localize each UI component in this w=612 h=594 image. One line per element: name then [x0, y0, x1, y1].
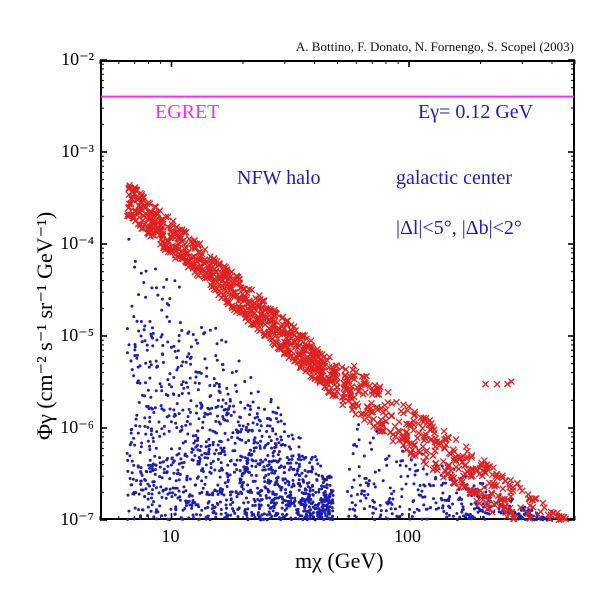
y-tick-label: 10⁻⁴ [60, 233, 94, 254]
y-tick-label: 10⁻⁶ [60, 417, 94, 438]
x-tick-label: 10 [161, 526, 179, 547]
egret-label: EGRET [155, 101, 219, 124]
cut-annotation: |Δl|<5°, |Δb|<2° [396, 217, 522, 240]
x-axis-label: mχ (GeV) [295, 548, 384, 574]
figure-container: A. Bottino, F. Donato, N. Fornengo, S. S… [0, 0, 612, 594]
y-axis-label: Φγ (cm⁻² s⁻¹ sr⁻¹ GeV⁻¹) [32, 212, 58, 440]
x-tick-label: 100 [394, 526, 421, 547]
y-tick-label: 10⁻³ [61, 141, 94, 162]
y-tick-label: 10⁻² [61, 49, 94, 70]
halo-annotation: NFW halo [237, 167, 321, 190]
gc-annotation: galactic center [396, 167, 512, 190]
scatter-svg [0, 0, 612, 594]
y-tick-label: 10⁻⁵ [60, 325, 94, 346]
y-tick-label: 10⁻⁷ [60, 509, 94, 530]
energy-annotation: Eγ= 0.12 GeV [418, 101, 533, 124]
